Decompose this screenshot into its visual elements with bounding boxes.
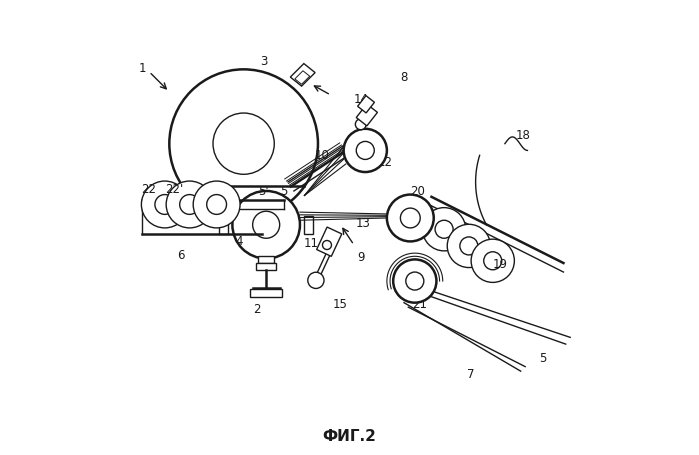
Circle shape [422,208,466,251]
Circle shape [322,241,331,250]
Text: 10: 10 [315,149,330,162]
Polygon shape [290,65,315,87]
Text: 20: 20 [410,185,424,198]
Text: ФИГ.2: ФИГ.2 [322,428,377,443]
Circle shape [484,252,502,270]
Circle shape [401,209,420,228]
Circle shape [394,260,436,303]
Text: 7: 7 [468,367,475,380]
Circle shape [355,120,366,131]
Text: 3: 3 [260,55,268,68]
Text: 5: 5 [540,351,547,364]
Circle shape [435,221,453,239]
Circle shape [308,273,324,289]
Text: 4: 4 [236,234,243,248]
Bar [219,216,228,234]
Text: 13: 13 [356,217,370,229]
Text: 5: 5 [280,185,288,198]
Text: 21: 21 [412,298,427,310]
Circle shape [252,212,280,239]
Circle shape [141,182,188,228]
Circle shape [180,195,199,215]
Text: 22': 22' [165,183,183,196]
Text: 1: 1 [138,61,146,75]
Circle shape [356,142,374,160]
Bar [257,263,276,270]
Circle shape [207,195,226,215]
Circle shape [213,114,274,175]
Text: 15: 15 [333,298,348,310]
Text: 5': 5' [259,185,269,198]
Circle shape [406,273,424,290]
Text: 14: 14 [353,93,368,106]
Bar [356,105,377,126]
Circle shape [344,130,387,172]
Bar [305,216,313,234]
Circle shape [471,240,514,283]
Text: 6: 6 [177,248,185,261]
Text: 9: 9 [357,250,364,263]
Text: 8: 8 [400,71,408,83]
Text: 11: 11 [303,237,319,250]
Text: 18: 18 [515,129,531,142]
Circle shape [166,182,213,228]
Polygon shape [295,71,310,85]
Bar [250,289,282,297]
Bar [358,96,375,114]
Bar [258,257,274,263]
Circle shape [232,192,300,259]
Bar [317,228,342,257]
Text: 12: 12 [378,156,393,169]
Circle shape [193,182,240,228]
Circle shape [155,195,175,215]
Circle shape [460,238,478,255]
Text: 2: 2 [254,302,261,315]
Circle shape [387,195,434,242]
Circle shape [169,70,318,218]
Text: 19: 19 [493,257,508,270]
Circle shape [447,225,491,268]
Text: 22: 22 [142,183,157,196]
